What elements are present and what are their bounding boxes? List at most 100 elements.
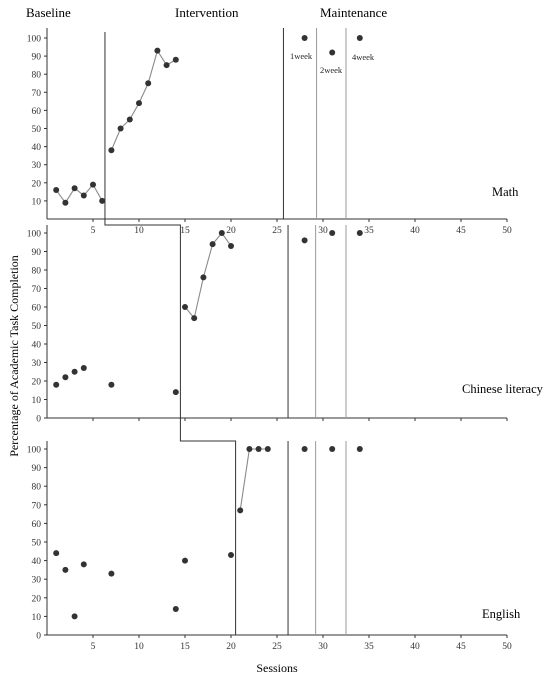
chinese-literacy-y-tick-label: 90 (32, 248, 42, 258)
math-intervention-point (136, 100, 142, 107)
chinese-literacy-y-tick-label: 80 (32, 267, 42, 277)
panel-label-chinese-literacy: Chinese literacy (462, 382, 544, 396)
chinese-literacy-y-tick-label: 40 (32, 341, 42, 351)
chinese-literacy-maintenance-point (329, 230, 336, 236)
chinese-literacy-intervention-line (184, 232, 232, 320)
phase-label-baseline: Baseline (26, 5, 71, 20)
english-intervention-point (237, 507, 244, 514)
y-axis-label: Percentage of Academic Task Completion (7, 255, 21, 457)
chinese-literacy-maintenance-point (356, 230, 363, 236)
annotation-4week: 4week (352, 52, 375, 62)
english-x-tick-label: 20 (226, 642, 236, 652)
math-y-tick-label: 30 (32, 161, 42, 171)
phase-label-maintenance: Maintenance (320, 5, 387, 20)
chinese-literacy-y-tick-label: 10 (32, 396, 42, 406)
chinese-literacy-baseline-point (80, 365, 87, 372)
math-baseline-point (80, 192, 87, 199)
math-x-tick-label: 45 (456, 226, 466, 236)
english-x-tick-label: 25 (272, 642, 282, 652)
english-y-tick-label: 100 (27, 446, 42, 456)
english-intervention-point (264, 446, 271, 452)
english-intervention-line (239, 448, 268, 511)
math-x-tick-label: 40 (410, 226, 420, 236)
annotation-2week: 2week (320, 65, 343, 75)
english-y-tick-label: 90 (32, 464, 42, 474)
chinese-literacy-intervention-point (191, 315, 198, 322)
math-x-tick-label: 20 (226, 226, 236, 236)
math-baseline-point (90, 181, 96, 188)
math-intervention-point (172, 56, 179, 63)
english-y-tick-label: 40 (32, 557, 42, 567)
math-maintenance-point (329, 49, 336, 56)
math-y-tick-label: 90 (32, 53, 42, 63)
english-maintenance-point (356, 446, 363, 452)
english-baseline-point (71, 613, 78, 620)
chinese-literacy-baseline-point (71, 368, 78, 375)
chinese-literacy-y-tick-label: 30 (32, 359, 42, 369)
chinese-literacy-intervention-point (228, 242, 234, 249)
chinese-literacy-baseline-point (62, 374, 69, 381)
math-x-tick-label: 10 (134, 226, 144, 236)
chinese-literacy-y-tick-label: 60 (32, 304, 42, 314)
english-y-tick-label: 70 (32, 501, 42, 511)
math-y-tick-label: 40 (32, 143, 42, 153)
english-intervention-point (246, 446, 253, 452)
chinese-literacy-baseline-point (172, 389, 179, 396)
math-x-tick-label: 15 (180, 226, 190, 236)
english-y-tick-label: 50 (32, 539, 42, 549)
english-y-tick-label: 0 (36, 632, 41, 642)
english-x-tick-label: 15 (180, 642, 190, 652)
english-y-tick-label: 10 (32, 613, 42, 623)
english-x-tick-label: 30 (318, 642, 328, 652)
english-maintenance-point (301, 446, 308, 452)
chinese-literacy-baseline-point (53, 381, 60, 388)
math-baseline-point (53, 187, 60, 194)
math-x-tick-label: 35 (364, 226, 374, 236)
english-x-tick-label: 35 (364, 642, 374, 652)
math-baseline-point (62, 199, 69, 206)
math-intervention-point (154, 47, 161, 54)
panel-label-english: English (482, 607, 521, 621)
english-x-tick-label: 10 (134, 642, 144, 652)
phase-label-intervention: Intervention (175, 5, 239, 20)
chinese-literacy-intervention-point (218, 230, 225, 236)
english-baseline-point (182, 557, 188, 564)
english-baseline-point (228, 552, 234, 559)
phase-change-line (104, 32, 237, 635)
english-baseline-point (80, 561, 87, 568)
math-y-tick-label: 50 (32, 125, 42, 135)
chinese-literacy-y-tick-label: 20 (32, 378, 42, 388)
x-axis-label: Sessions (256, 661, 298, 675)
chinese-literacy-y-tick-label: 50 (32, 322, 42, 332)
math-intervention-point (108, 147, 115, 154)
math-y-tick-label: 10 (32, 197, 42, 207)
chinese-literacy-intervention-point (200, 274, 207, 281)
math-y-tick-label: 100 (27, 35, 42, 45)
english-intervention-point (255, 446, 262, 452)
chinese-literacy-maintenance-point (301, 237, 308, 244)
chinese-literacy-y-tick-label: 0 (36, 415, 41, 425)
math-x-tick-label: 25 (272, 226, 282, 236)
math-x-tick-label: 5 (91, 226, 96, 236)
math-x-tick-label: 30 (318, 226, 328, 236)
english-x-tick-label: 40 (410, 642, 420, 652)
math-intervention-point (117, 125, 124, 132)
chinese-literacy-baseline-point (108, 381, 115, 388)
english-maintenance-point (329, 446, 336, 452)
math-intervention-point (126, 116, 133, 123)
chinese-literacy-intervention-point (182, 304, 188, 310)
chinese-literacy-intervention-point (209, 241, 216, 248)
math-y-tick-label: 70 (32, 89, 42, 99)
math-intervention-point (163, 62, 170, 69)
english-y-tick-label: 60 (32, 520, 42, 530)
math-x-tick-label: 50 (502, 226, 512, 236)
english-baseline-point (108, 570, 115, 577)
english-y-tick-label: 80 (32, 483, 42, 493)
math-y-tick-label: 80 (32, 71, 42, 81)
annotation-1week: 1week (290, 51, 313, 61)
math-y-tick-label: 60 (32, 107, 42, 117)
math-intervention-point (145, 80, 152, 87)
math-y-tick-label: 20 (32, 179, 42, 189)
english-baseline-point (62, 566, 69, 573)
